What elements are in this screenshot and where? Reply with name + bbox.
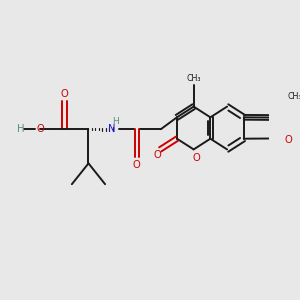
Text: H: H <box>112 117 119 126</box>
Text: CH₃: CH₃ <box>186 74 201 83</box>
Text: O: O <box>61 88 68 98</box>
Text: N: N <box>108 124 116 134</box>
Text: H: H <box>17 124 24 134</box>
Text: CH₃: CH₃ <box>287 92 300 101</box>
Text: O: O <box>133 160 141 170</box>
Text: O: O <box>36 124 44 134</box>
Text: O: O <box>153 150 161 161</box>
Text: O: O <box>285 135 293 145</box>
Text: O: O <box>193 153 200 163</box>
